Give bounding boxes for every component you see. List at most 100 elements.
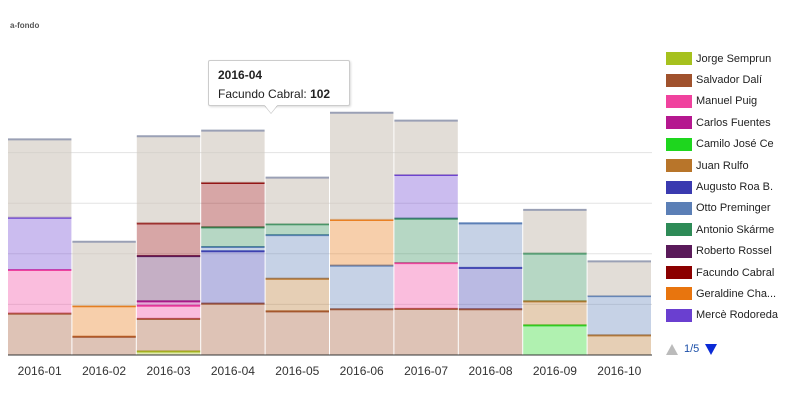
legend-label: Camilo José Ce	[696, 138, 774, 151]
tooltip-series: Facundo Cabral	[218, 87, 304, 101]
bar-segment	[523, 301, 587, 326]
legend-item[interactable]: Roberto Rossel	[666, 241, 790, 262]
bar-segment	[587, 296, 651, 336]
bar-segment	[72, 241, 136, 307]
bar-segment	[136, 351, 201, 355]
bar-segment	[136, 318, 201, 352]
legend-label: Antonio Skárme	[696, 223, 775, 236]
bar-segment	[330, 265, 394, 310]
legend-item[interactable]: Augusto Roa B.	[666, 176, 790, 197]
bar-segment	[265, 311, 329, 355]
bar-segment	[587, 261, 651, 297]
bar-segment	[201, 182, 265, 228]
x-tick-label: 2016-03	[146, 364, 190, 378]
legend-label: Otto Preminger	[696, 202, 771, 215]
legend-item[interactable]: Camilo José Ce	[666, 134, 790, 155]
bar-segment	[201, 251, 265, 304]
bar-segment	[201, 303, 265, 355]
bar-segment	[523, 253, 587, 302]
bar-segment	[330, 309, 394, 355]
legend-item[interactable]: Carlos Fuentes	[666, 112, 790, 133]
legend-swatch	[666, 308, 692, 322]
legend-label: Jorge Semprun	[696, 52, 772, 65]
bar-segment	[72, 306, 136, 337]
legend: Jorge Semprun Salvador Dalí Manuel Puig …	[666, 48, 790, 326]
legend-item[interactable]: Geraldine Cha...	[666, 283, 790, 304]
legend-swatch	[666, 159, 692, 173]
legend-item[interactable]: Juan Rulfo	[666, 155, 790, 176]
bar-segment	[8, 139, 72, 218]
x-tick-label: 2016-07	[404, 364, 448, 378]
legend-swatch	[666, 116, 692, 130]
legend-swatch	[666, 73, 692, 87]
legend-item[interactable]: Otto Preminger	[666, 198, 790, 219]
legend-swatch	[666, 266, 692, 280]
page-indicator: 1/5	[684, 343, 700, 355]
stacked-bar-chart: 2016-01 2016-02 2016-03 2016-04 2016-05 2016-…	[8, 111, 652, 378]
legend-label: Juan Rulfo	[696, 159, 749, 172]
legend-swatch	[666, 201, 692, 215]
bar-segment	[136, 301, 201, 306]
bar-segment	[330, 112, 394, 220]
bar-segment	[330, 219, 394, 266]
tooltip-value: 102	[310, 87, 331, 101]
legend-label: Roberto Rossel	[696, 245, 772, 258]
tooltip-line: Facundo Cabral: 102	[218, 87, 331, 101]
previous-page-icon[interactable]	[666, 343, 678, 355]
x-tick-label: 2016-04	[211, 364, 255, 378]
legend-label: Mercè Rodoreda	[696, 309, 778, 322]
bar-segment	[136, 223, 201, 257]
bar-segment	[265, 177, 329, 225]
bar-segment	[72, 336, 136, 355]
legend-swatch	[666, 180, 692, 194]
bar-segment	[394, 218, 458, 264]
bar-segment	[458, 223, 523, 268]
legend-item[interactable]: Jorge Semprun	[666, 48, 790, 69]
legend-swatch	[666, 244, 692, 258]
x-tick-label: 2016-06	[340, 364, 384, 378]
legend-item[interactable]: Facundo Cabral	[666, 262, 790, 283]
tooltip-pointer-fill	[263, 103, 279, 113]
bar-segment	[265, 235, 329, 279]
bar-segment	[136, 256, 201, 302]
bar-segment	[8, 313, 72, 355]
legend-swatch	[666, 223, 692, 237]
x-tick-label: 2016-08	[468, 364, 512, 378]
bar-segment	[458, 267, 523, 310]
legend-label: Carlos Fuentes	[696, 116, 771, 129]
legend-item[interactable]: Manuel Puig	[666, 91, 790, 112]
x-tick-label: 2016-09	[533, 364, 577, 378]
bar-segment	[394, 175, 458, 219]
bar-segment	[201, 246, 265, 252]
next-page-icon[interactable]	[705, 343, 718, 355]
bar-segment	[394, 120, 458, 176]
legend-item[interactable]: Salvador Dalí	[666, 69, 790, 90]
legend-item[interactable]: Antonio Skárme	[666, 219, 790, 240]
legend-pager: 1/5	[666, 343, 718, 355]
legend-item[interactable]: Mercè Rodoreda	[666, 305, 790, 326]
bar-segment	[523, 209, 587, 254]
tooltip: 2016-04 Facundo Cabral: 102	[208, 60, 350, 106]
bar-segment	[458, 309, 523, 355]
legend-label: Geraldine Cha...	[696, 287, 777, 300]
bar-segment	[265, 224, 329, 236]
bar-segment	[265, 278, 329, 312]
tooltip-title: 2016-04	[218, 68, 263, 82]
x-tick-label: 2016-05	[275, 364, 319, 378]
legend-swatch	[666, 94, 692, 108]
bar-segment	[201, 227, 265, 247]
bar-segment	[8, 270, 72, 314]
x-tick-label: 2016-02	[82, 364, 126, 378]
legend-label: Augusto Roa B.	[696, 181, 774, 194]
legend-label: Salvador Dalí	[696, 74, 763, 87]
legend-label: Facundo Cabral	[696, 266, 775, 279]
bar-segment	[136, 305, 201, 319]
bar-segment	[8, 217, 72, 271]
bar-segment	[201, 130, 265, 183]
chart-title: a-fondo	[10, 21, 40, 30]
legend-swatch	[666, 52, 692, 66]
x-tick-label: 2016-10	[597, 364, 641, 378]
bar-segment	[394, 263, 458, 309]
bar-segment	[587, 335, 651, 355]
bar-segment	[136, 136, 201, 224]
